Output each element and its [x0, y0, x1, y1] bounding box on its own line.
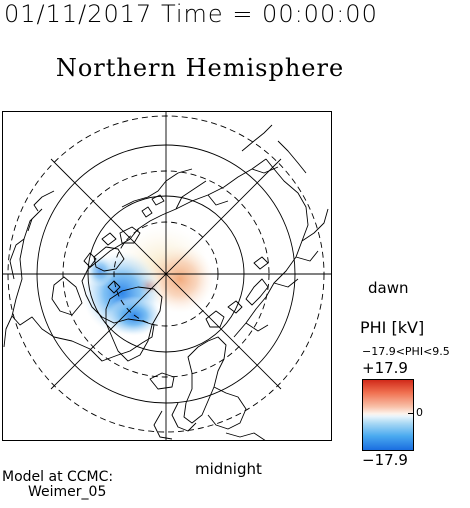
colorbar-max-label: +17.9 — [362, 359, 408, 377]
coastlines — [3, 124, 329, 441]
midnight-label: midnight — [195, 460, 262, 478]
colorbar-min-label: −17.9 — [362, 451, 408, 469]
colorbar — [362, 379, 414, 451]
hemisphere-title: Northern Hemisphere — [55, 54, 345, 82]
colorbar-title: PHI [kV] — [360, 318, 425, 337]
dawn-label: dawn — [368, 279, 409, 297]
meridian-lines — [2, 111, 332, 441]
model-credit-line1: Model at CCMC: — [2, 469, 114, 485]
model-credit-line2: Weimer_05 — [28, 484, 107, 500]
potential-field — [82, 226, 214, 336]
polar-map — [2, 111, 332, 445]
colorbar-zero-label: 0 — [416, 406, 423, 419]
colorbar-zero-tick — [408, 413, 413, 414]
timestamp-text: 01/11/2017 Time = 00:00:00 — [4, 0, 378, 28]
map-border — [2, 111, 332, 441]
colorbar-range: −17.9<PHI<9.5 — [362, 345, 450, 358]
